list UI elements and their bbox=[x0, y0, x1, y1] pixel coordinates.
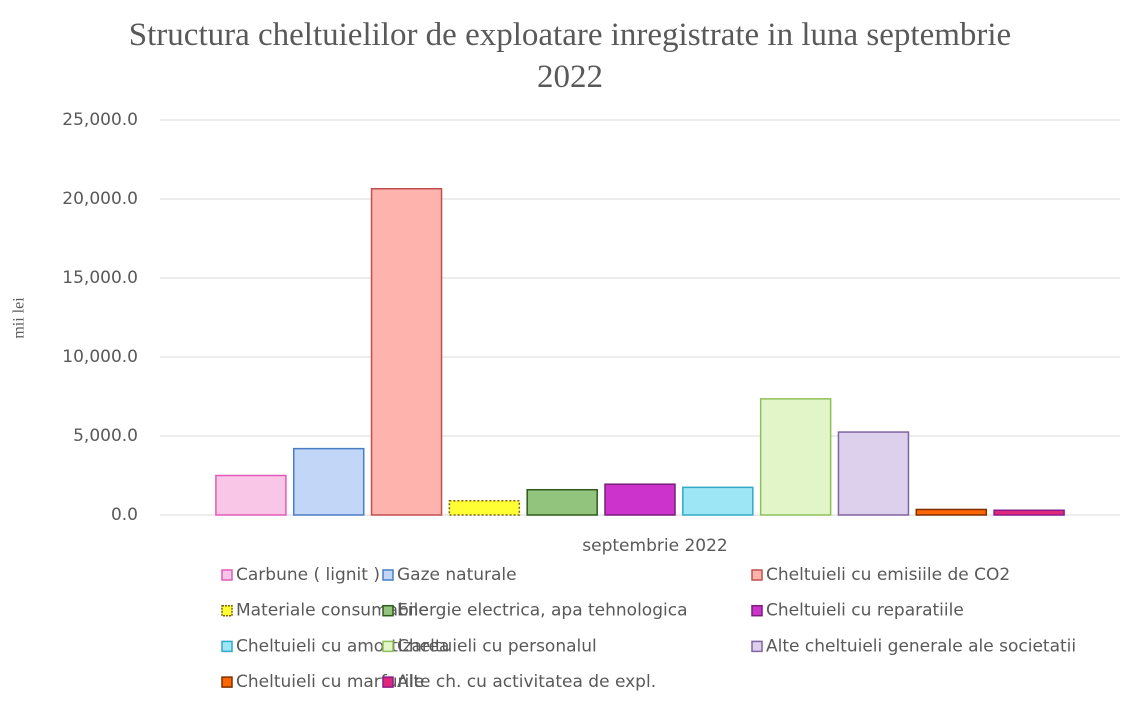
legend-swatch bbox=[221, 640, 233, 653]
y-tick-label: 20,000.0 bbox=[62, 189, 138, 209]
y-tick-label: 15,000.0 bbox=[62, 268, 138, 288]
chart-title: Structura cheltuielilor de exploatare in… bbox=[128, 17, 1012, 95]
legend-label: Alte ch. cu activitatea de expl. bbox=[397, 672, 656, 692]
legend-label: Cheltuieli cu marfurile bbox=[236, 672, 424, 692]
bar bbox=[448, 500, 521, 516]
y-tick-label: 10,000.0 bbox=[62, 347, 138, 367]
legend-swatch bbox=[382, 640, 394, 653]
bar bbox=[915, 508, 988, 516]
legend-label: Cheltuieli cu amortizarea bbox=[236, 636, 449, 656]
legend-swatch bbox=[382, 569, 394, 581]
legend-swatch bbox=[382, 676, 394, 688]
legend-swatch bbox=[221, 569, 233, 581]
legend-label: Cheltuieli cu emisiile de CO2 bbox=[766, 565, 1010, 585]
bar bbox=[292, 447, 365, 516]
bar bbox=[837, 431, 910, 516]
y-tick-label: 0.0 bbox=[111, 505, 138, 525]
legend-label: Cheltuieli cu personalul bbox=[397, 636, 597, 656]
legend-swatch bbox=[382, 604, 394, 617]
bar bbox=[604, 483, 676, 516]
legend-label: Alte cheltuieli generale ale societatii bbox=[766, 636, 1076, 656]
legend-label: Gaze naturale bbox=[397, 565, 517, 585]
y-tick-label: 5,000.0 bbox=[73, 426, 138, 446]
bar bbox=[682, 486, 754, 516]
x-tick-label: septembrie 2022 bbox=[582, 536, 727, 556]
bar bbox=[526, 488, 598, 516]
legend-swatch bbox=[751, 604, 763, 617]
bar bbox=[759, 398, 832, 516]
legend-label: Cheltuieli cu reparatiile bbox=[766, 601, 964, 621]
legend-swatch bbox=[221, 676, 233, 688]
bar bbox=[993, 509, 1065, 516]
legend-label: Energie electrica, apa tehnologica bbox=[397, 601, 688, 621]
y-tick-label: 25,000.0 bbox=[62, 110, 138, 130]
bar bbox=[370, 187, 443, 516]
legend-swatch bbox=[751, 640, 763, 653]
legend-swatch bbox=[751, 569, 763, 581]
legend-label: Carbune ( lignit ) bbox=[236, 565, 380, 585]
legend-swatch bbox=[221, 604, 233, 617]
y-axis-label: mii lei bbox=[11, 297, 28, 339]
bar bbox=[215, 474, 287, 516]
legend-label: Materiale consumabile bbox=[236, 601, 429, 621]
